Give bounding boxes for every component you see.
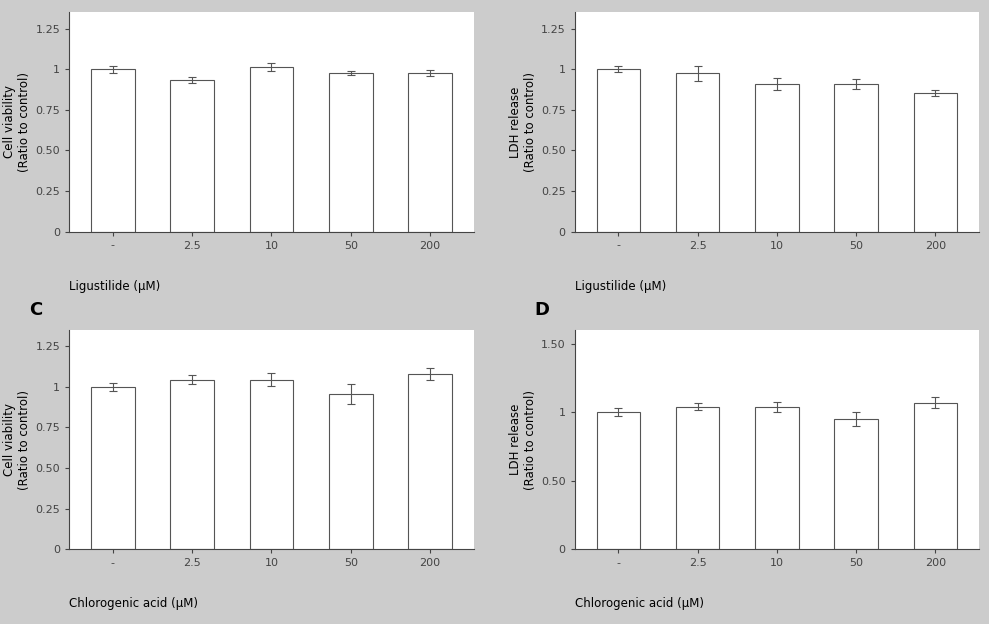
- Text: Ligustilide (μM): Ligustilide (μM): [69, 280, 160, 293]
- Text: A: A: [29, 0, 43, 1]
- Y-axis label: Cell viability
(Ratio to control): Cell viability (Ratio to control): [3, 72, 32, 172]
- Bar: [756, 407, 799, 549]
- Y-axis label: LDH release
(Ratio to control): LDH release (Ratio to control): [509, 389, 537, 490]
- Bar: [249, 67, 293, 232]
- Bar: [675, 407, 719, 549]
- Bar: [596, 412, 640, 549]
- Bar: [249, 379, 293, 549]
- Bar: [170, 379, 214, 549]
- Bar: [914, 402, 957, 549]
- Bar: [675, 74, 719, 232]
- Bar: [91, 387, 135, 549]
- Bar: [756, 84, 799, 232]
- Bar: [329, 394, 373, 549]
- Text: C: C: [29, 301, 43, 319]
- Text: D: D: [534, 301, 549, 319]
- Bar: [835, 84, 878, 232]
- Bar: [329, 74, 373, 232]
- Bar: [408, 74, 452, 232]
- Bar: [914, 93, 957, 232]
- Text: Chlorogenic acid (μM): Chlorogenic acid (μM): [69, 597, 198, 610]
- Y-axis label: LDH release
(Ratio to control): LDH release (Ratio to control): [508, 72, 537, 172]
- Text: B: B: [534, 0, 548, 1]
- Bar: [596, 69, 640, 232]
- Bar: [170, 80, 214, 232]
- Bar: [91, 69, 135, 232]
- Bar: [408, 374, 452, 549]
- Bar: [835, 419, 878, 549]
- Text: Chlorogenic acid (μM): Chlorogenic acid (μM): [575, 597, 704, 610]
- Y-axis label: Cell viability
(Ratio to control): Cell viability (Ratio to control): [3, 389, 32, 490]
- Text: Ligustilide (μM): Ligustilide (μM): [575, 280, 666, 293]
